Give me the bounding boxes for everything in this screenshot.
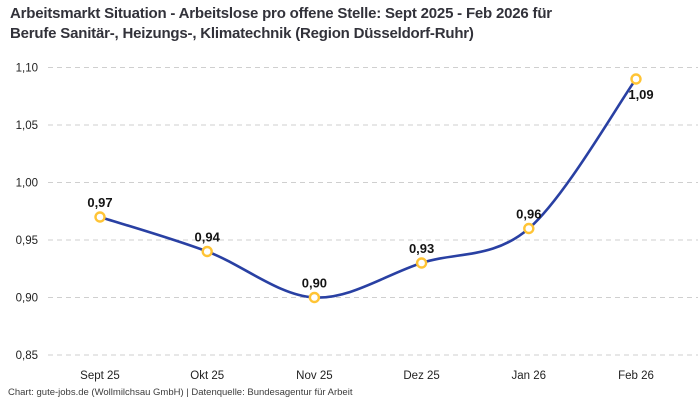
x-tick-label: Dez 25 <box>403 370 439 382</box>
chart-footer-source: Chart: gute-jobs.de (Wollmilchsau GmbH) … <box>8 387 353 398</box>
data-point-label: 0,90 <box>302 276 327 291</box>
x-tick-label: Jan 26 <box>512 370 547 382</box>
y-tick-label: 0,85 <box>16 350 38 362</box>
data-point-label: 0,96 <box>516 207 541 222</box>
y-tick-label: 0,95 <box>16 235 38 247</box>
chart-title: Arbeitsmarkt Situation - Arbeitslose pro… <box>10 4 690 44</box>
data-point-marker <box>630 73 642 85</box>
x-tick-label: Okt 25 <box>190 370 224 382</box>
data-point-marker <box>308 291 321 304</box>
x-tick-label: Nov 25 <box>296 370 332 382</box>
y-tick-label: 1,10 <box>16 63 38 75</box>
data-point-marker <box>415 257 428 269</box>
data-line <box>98 77 638 299</box>
x-tick-label: Sept 25 <box>80 370 120 382</box>
y-tick-label: 1,00 <box>16 178 38 190</box>
chart-title-line2: Berufe Sanitär-, Heizungs-, Klimatechnik… <box>10 25 474 42</box>
data-point-marker <box>94 211 106 223</box>
data-point-label: 1,09 <box>628 87 653 102</box>
x-tick-label: Feb 26 <box>618 370 654 382</box>
y-tick-label: 1,05 <box>16 120 38 132</box>
y-tick-label: 0,90 <box>16 293 38 305</box>
data-point-label: 0,93 <box>409 241 434 256</box>
chart-title-line1: Arbeitsmarkt Situation - Arbeitslose pro… <box>10 5 552 22</box>
data-point-label: 0,97 <box>87 195 112 210</box>
data-point-marker <box>201 245 213 258</box>
data-point-marker <box>523 222 535 235</box>
data-point-label: 0,94 <box>195 230 221 245</box>
